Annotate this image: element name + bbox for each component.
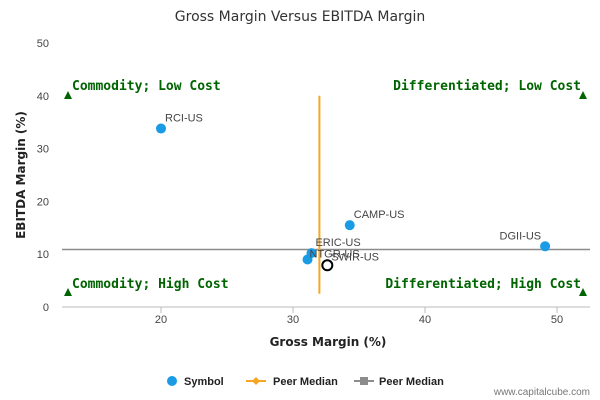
legend: Symbol Peer Median Peer Median: [167, 376, 444, 388]
y-tick-label: 20: [37, 196, 49, 208]
data-point-label: DGII-US: [500, 230, 542, 242]
corner-marker-top-left: [64, 91, 72, 99]
quadrant-top-right: Differentiated; Low Cost: [393, 79, 581, 94]
highlight-point-label: SWIR-US: [331, 251, 379, 263]
x-tick-label: 50: [551, 314, 563, 326]
x-axis-title: Gross Margin (%): [270, 335, 387, 349]
quadrant-corner-markers: [64, 91, 587, 296]
legend-symbol-marker: [167, 376, 177, 386]
data-point: [540, 241, 551, 252]
y-tick-label: 0: [43, 302, 49, 314]
legend-symbol-label: Symbol: [184, 376, 224, 388]
x-tick-label: 20: [155, 314, 167, 326]
quadrant-bottom-right: Differentiated; High Cost: [385, 277, 581, 292]
y-tick-label: 30: [37, 144, 49, 156]
quadrant-bottom-left: Commodity; High Cost: [72, 277, 229, 292]
data-point-label: RCI-US: [165, 113, 203, 125]
y-axis-ticks: 0 10 20 30 40 50: [37, 38, 49, 314]
legend-peer-median-v-marker: [252, 377, 260, 385]
credit-text: www.capitalcube.com: [493, 387, 590, 398]
y-tick-label: 10: [37, 249, 49, 261]
legend-peer-median-h-marker: [360, 377, 368, 385]
x-axis-ticks: 20 30 40 50: [155, 307, 563, 326]
corner-marker-bottom-right: [579, 288, 587, 296]
data-point-label: CAMP-US: [354, 209, 405, 221]
corner-marker-top-right: [579, 91, 587, 99]
highlight-point: [321, 259, 334, 272]
data-point: [344, 220, 355, 231]
quadrant-labels: Commodity; Low Cost Differentiated; Low …: [72, 79, 581, 292]
data-point: [156, 123, 166, 134]
data-point-label: NTGR-US: [310, 248, 360, 260]
y-tick-label: 50: [37, 38, 49, 50]
y-tick-label: 40: [37, 91, 49, 103]
x-tick-label: 30: [287, 314, 299, 326]
peer-median-lines: [62, 95, 590, 294]
data-point: [302, 254, 313, 265]
data-points: RCI-US CAMP-US DGII-US ERIC-USNTGR-USSWIR-U…: [156, 113, 551, 272]
corner-marker-bottom-left: [64, 288, 72, 296]
quadrant-top-left: Commodity; Low Cost: [72, 79, 221, 94]
legend-peer-median-v-label: Peer Median: [273, 376, 338, 388]
y-axis-title: EBITDA Margin (%): [14, 111, 28, 239]
legend-peer-median-h-label: Peer Median: [379, 376, 444, 388]
data-point-label: ERIC-US: [315, 237, 360, 249]
chart-title: Gross Margin Versus EBITDA Margin: [175, 9, 425, 25]
x-tick-label: 40: [419, 314, 431, 326]
